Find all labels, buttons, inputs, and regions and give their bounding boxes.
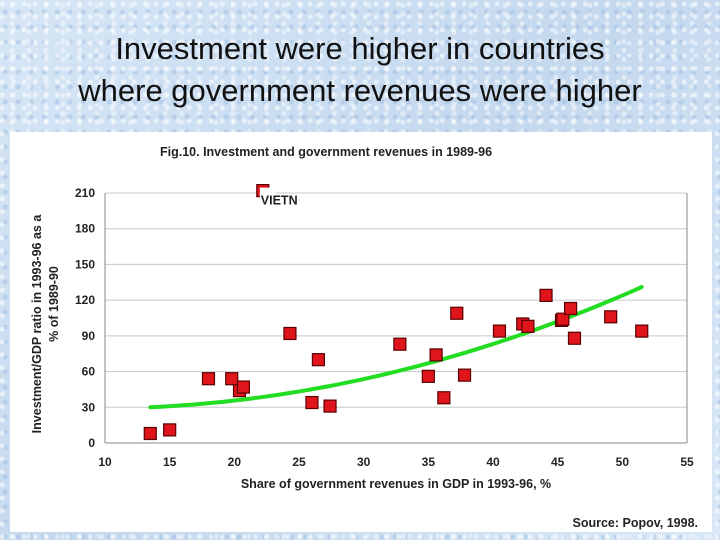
x-tick-label-2: 20 [228,455,242,469]
slide-title-line-1: Investment were higher in countries [115,31,605,66]
data-point-10 [393,337,407,351]
data-point-14 [450,306,464,320]
data-point-6 [283,326,297,341]
data-point-22 [563,301,578,316]
data-point-5 [236,380,250,394]
point-layer [143,184,649,441]
data-point-3 [225,372,239,386]
data-point-11 [421,369,435,383]
slide-title-line-2: where government revenues were higher [78,73,642,108]
slide-title: Investment were higher in countries wher… [0,28,720,112]
x-tick-label-8: 50 [616,455,630,469]
data-point-23 [567,331,582,345]
x-tick-label-6: 40 [486,455,500,469]
y-tick-label-3: 90 [82,329,96,343]
y-tick-label-2: 60 [82,365,96,379]
y-tick-label-1: 30 [82,400,96,414]
data-point-15 [457,368,472,382]
y-axis-label-line-2: % of 1989-90 [47,266,61,342]
x-tick-label-0: 10 [98,455,112,469]
x-tick-label-7: 45 [551,455,565,469]
vietnam-label: VIETN [261,194,298,208]
data-point-1 [163,423,177,437]
x-tick-label-3: 25 [292,455,306,469]
y-tick-label-5: 150 [75,257,95,271]
x-tick-label-5: 35 [422,455,436,469]
y-tick-label-6: 180 [75,222,95,236]
x-tick-label-4: 30 [357,455,371,469]
data-point-13 [437,391,451,405]
y-tick-label-0: 0 [88,436,95,450]
vietnam-label-background [259,187,276,206]
label-layer: 0 30 60 90 120 150 180 210 10 15 20 25 30 35 40 45 50 55 V… [75,186,694,469]
data-point-18 [521,319,535,333]
grid-layer [105,192,687,408]
chart-title: Fig.10. Investment and government revenu… [160,145,492,159]
data-point-16 [492,324,507,338]
chart-panel: Fig.10. Investment and government revenu… [10,132,712,532]
data-point-19 [539,288,553,302]
data-point-2 [201,372,216,386]
x-axis-label: Share of government revenues in GDP in 1… [241,477,551,491]
axis-layer [104,193,688,444]
x-tick-label-9: 55 [680,455,694,469]
scatter-chart: Fig.10. Investment and government revenu… [30,145,698,530]
data-point-12 [429,348,443,362]
source-note: Source: Popov, 1998. [572,516,698,530]
data-point-0 [143,426,157,441]
y-tick-label-7: 210 [75,186,95,200]
data-point-8 [311,353,325,367]
x-tick-label-1: 15 [163,455,177,469]
y-axis-label-line-1: Investment/GDP ratio in 1993-96 as a [30,214,44,434]
y-tick-label-4: 120 [75,293,95,307]
data-point-7 [305,395,319,410]
data-point-24 [604,310,618,324]
data-point-21 [556,312,570,326]
data-point-25 [635,324,649,338]
data-point-9 [323,399,337,413]
